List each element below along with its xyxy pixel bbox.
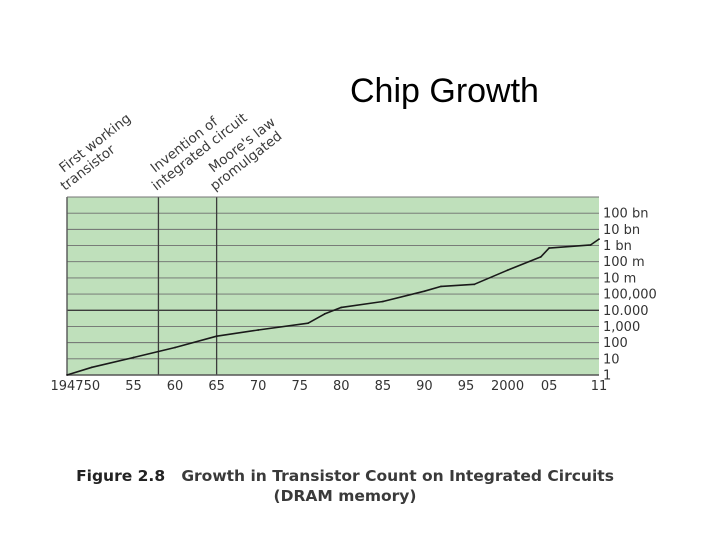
data-point	[381, 300, 384, 303]
figure-label: Figure 2.8	[76, 467, 166, 485]
data-point	[589, 243, 592, 246]
y-tick-label: 10	[603, 352, 620, 367]
y-tick-label: 100,000	[603, 288, 657, 303]
data-point	[598, 238, 600, 241]
x-tick-label: 50	[84, 379, 101, 394]
y-tick-label: 10 m	[603, 271, 636, 286]
x-tick-label: 80	[333, 379, 350, 394]
data-point	[66, 374, 68, 376]
data-point	[132, 356, 135, 359]
x-tick-label: 65	[208, 379, 225, 394]
data-point	[423, 290, 426, 293]
y-tick-label: 10 bn	[603, 223, 640, 238]
y-tick-label: 1	[603, 369, 611, 384]
figure-caption-line-2: (DRAM memory)	[273, 487, 417, 505]
x-tick-label: 55	[125, 379, 142, 394]
x-tick-label: 05	[541, 379, 558, 394]
x-tick-label: 2000	[491, 379, 524, 394]
x-tick-label: 75	[291, 379, 308, 394]
data-point	[307, 322, 309, 325]
x-tick-label: 60	[167, 379, 184, 394]
data-point	[174, 346, 176, 349]
x-tick-label: 95	[458, 379, 475, 394]
y-tick-label: 100 bn	[603, 207, 648, 222]
data-point	[506, 269, 509, 272]
x-tick-label: 90	[416, 379, 433, 394]
figure-caption: Figure 2.8 Growth in Transistor Count on…	[0, 467, 690, 485]
y-tick-label: 10.000	[603, 304, 649, 319]
data-point	[473, 283, 476, 286]
data-point	[539, 255, 542, 258]
milestone-annotation: First workingtransistor	[48, 110, 143, 194]
y-tick-label: 100 m	[603, 255, 645, 270]
x-tick-label: 70	[250, 379, 267, 394]
slide-title: Chip Growth	[350, 72, 539, 110]
data-point	[323, 312, 326, 315]
data-point	[440, 285, 442, 288]
caption-line-1: Growth in Transistor Count on Integrated…	[181, 467, 614, 485]
data-point	[548, 247, 551, 249]
y-tick-label: 1 bn	[603, 239, 632, 254]
y-tick-label: 100	[603, 336, 628, 351]
data-point	[91, 366, 93, 369]
series-line	[66, 238, 600, 376]
x-tick-label: 11	[591, 379, 608, 394]
x-tick-label: 85	[375, 379, 392, 394]
x-tick-label: 1947	[50, 379, 83, 394]
plot-background	[67, 197, 599, 375]
data-point	[340, 306, 343, 309]
data-point	[215, 335, 218, 338]
data-point	[257, 329, 260, 331]
y-tick-label: 1,000	[603, 320, 640, 335]
